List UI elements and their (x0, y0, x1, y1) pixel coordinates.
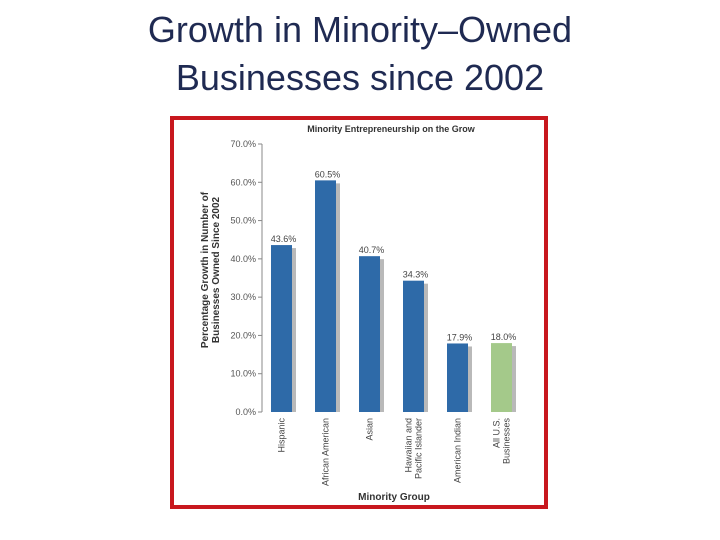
slide-title-line-1: Growth in Minority–Owned (147, 9, 573, 50)
data-label: 34.3% (403, 270, 429, 280)
chart-title: Minority Entrepreneurship on the Grow (307, 124, 476, 134)
category-label: Pacific Islander (414, 418, 424, 479)
y-tick-label: 20.0% (230, 330, 256, 340)
data-label: 18.0% (491, 332, 517, 342)
data-label: 40.7% (359, 245, 385, 255)
slide-title-line-2: Businesses since 2002 (175, 57, 545, 98)
category-label: African American (321, 418, 331, 486)
bar (359, 256, 380, 412)
x-axis-title: Minority Group (358, 492, 430, 503)
bar (491, 343, 512, 412)
category-label: Hawaiian and (404, 418, 414, 473)
data-label: 43.6% (271, 234, 297, 244)
bar (447, 343, 468, 412)
y-axis-title-line-2: Businesses Owned Since 2002 (211, 196, 222, 343)
bar (271, 245, 292, 412)
category-label: American Indian (453, 418, 463, 483)
category-label: Businesses (502, 418, 512, 465)
bar-chart: Minority Entrepreneurship on the Grow Pe… (200, 124, 517, 503)
y-axis-title-line-1: Percentage Growth in Number of (200, 191, 211, 348)
bar (403, 280, 424, 412)
y-tick-label: 0.0% (235, 407, 256, 417)
y-tick-label: 30.0% (230, 292, 256, 302)
category-label: Hispanic (277, 418, 287, 453)
chart-frame: Minority Entrepreneurship on the Grow Pe… (170, 116, 548, 509)
y-tick-label: 70.0% (230, 139, 256, 149)
y-tick-label: 10.0% (230, 369, 256, 379)
bar (315, 180, 336, 412)
y-tick-label: 60.0% (230, 177, 256, 187)
y-tick-label: 40.0% (230, 254, 256, 264)
data-label: 17.9% (447, 332, 473, 342)
category-label: All U.S. (492, 418, 502, 448)
category-label: Asian (365, 418, 375, 441)
data-label: 60.5% (315, 169, 341, 179)
slide-title: Growth in Minority–Owned Businesses sinc… (0, 6, 720, 102)
y-tick-label: 50.0% (230, 216, 256, 226)
